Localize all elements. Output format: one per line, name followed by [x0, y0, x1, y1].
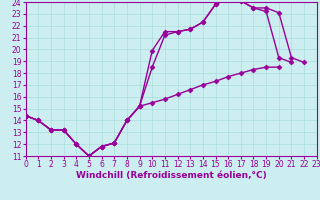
X-axis label: Windchill (Refroidissement éolien,°C): Windchill (Refroidissement éolien,°C) [76, 171, 267, 180]
